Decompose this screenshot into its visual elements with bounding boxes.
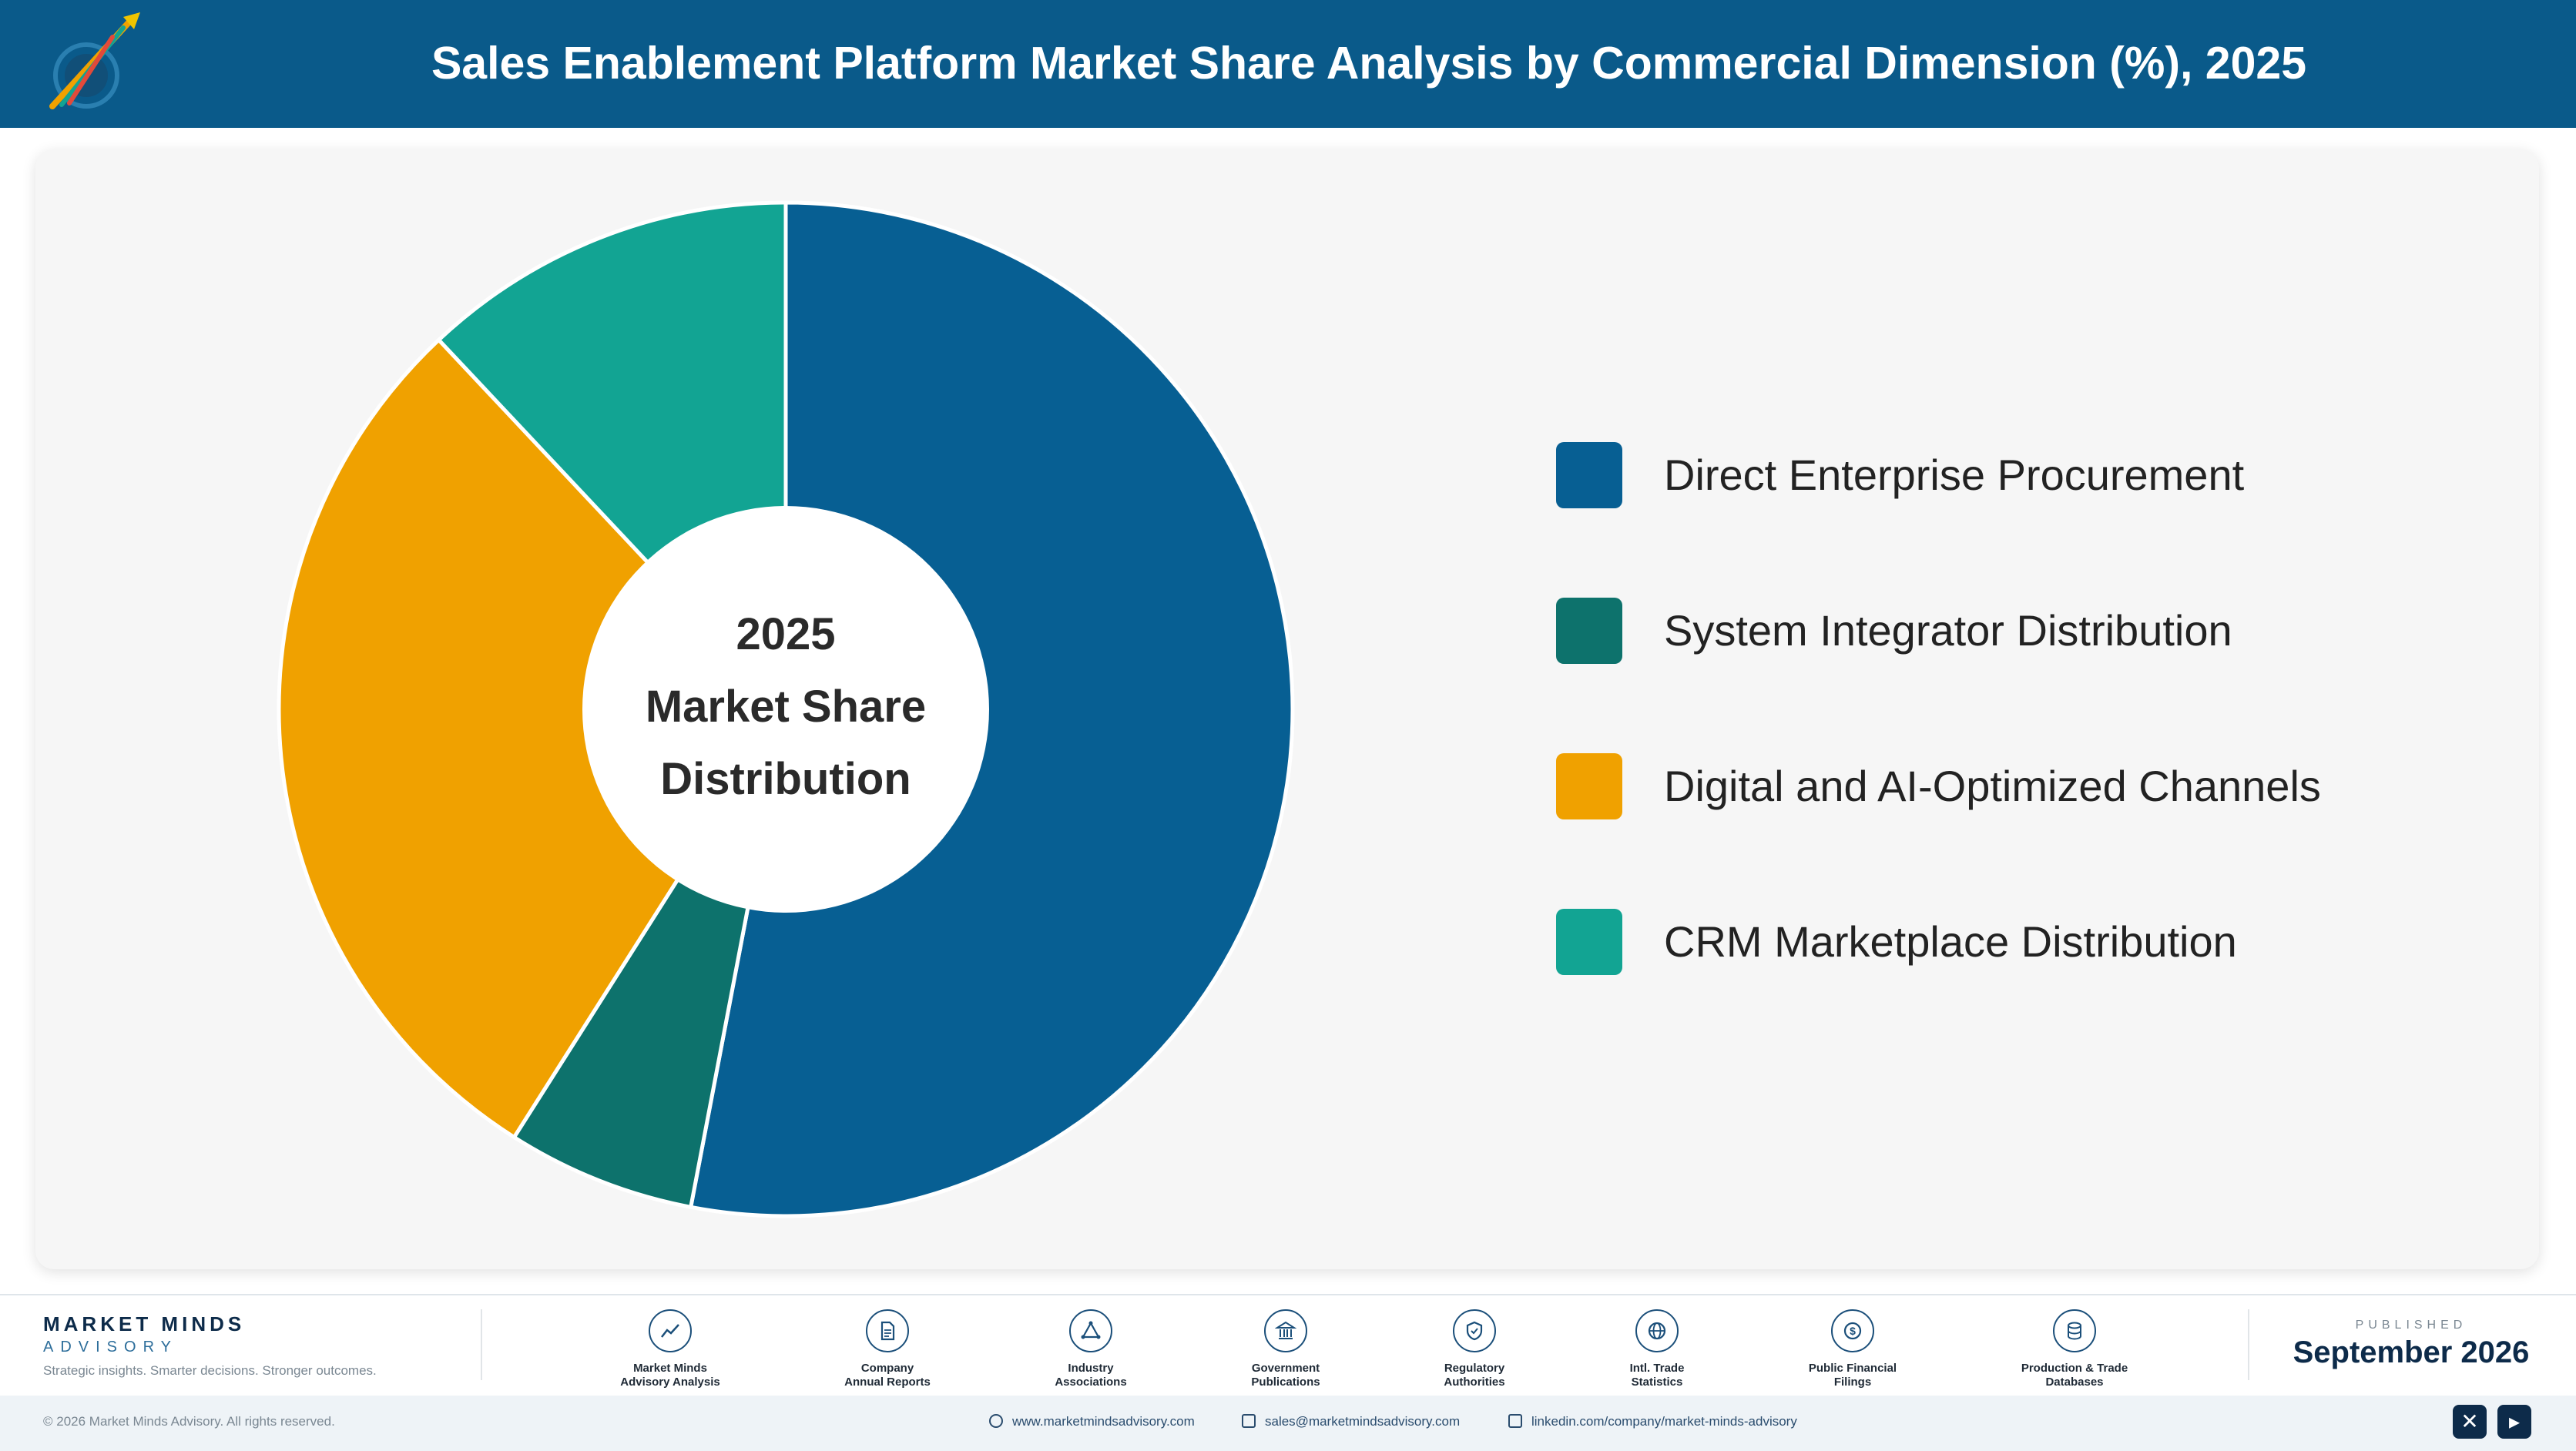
document-icon [866,1309,909,1352]
source-label: Production & Trade Databases [2021,1362,2128,1389]
database-icon [2053,1309,2096,1352]
legend-swatch [1556,442,1622,508]
svg-text:$: $ [1850,1325,1856,1337]
legend-label: CRM Marketplace Distribution [1664,917,2237,966]
source-item: Government Publications [1201,1302,1370,1394]
source-item: Company Annual Reports [803,1302,972,1394]
government-building-icon [1264,1309,1307,1352]
page-title: Sales Enablement Platform Market Share A… [431,38,2307,89]
brand-tagline: Strategic insights. Smarter decisions. S… [43,1363,377,1378]
brand-name: MARKET MINDS [43,1312,246,1335]
source-item: Production & Trade Databases [1990,1302,2159,1394]
legend-item-direct-enterprise-procurement: Direct Enterprise Procurement [1556,439,2403,508]
divider [2248,1309,2249,1380]
network-icon [1069,1309,1112,1352]
chart-line-icon [649,1309,692,1352]
footer-bottom-bar: © 2026 Market Minds Advisory. All rights… [0,1396,2576,1451]
divider [481,1309,482,1380]
legend-label: Direct Enterprise Procurement [1664,451,2245,499]
legend-item-digital-ai-channels: Digital and AI-Optimized Channels [1556,750,2403,819]
dollar-coin-icon: $ [1831,1309,1874,1352]
copyright-text: © 2026 Market Minds Advisory. All rights… [43,1414,335,1429]
legend-swatch [1556,753,1622,819]
footer: MARKET MINDS ADVISORY Strategic insights… [0,1294,2576,1451]
source-item: Market Minds Advisory Analysis [585,1302,755,1394]
linkedin-icon [1508,1414,1522,1428]
linkedin-text: linkedin.com/company/market-minds-adviso… [1531,1414,1797,1429]
chart-card [35,149,2539,1269]
source-item: Industry Associations [1006,1302,1176,1394]
x-social-icon[interactable]: ✕ [2453,1405,2487,1439]
youtube-social-icon[interactable]: ▸ [2497,1405,2531,1439]
website-text: www.marketmindsadvisory.com [1012,1414,1195,1429]
globe-icon [1635,1309,1679,1352]
shield-check-icon [1453,1309,1496,1352]
email-text: sales@marketmindsadvisory.com [1265,1414,1461,1429]
source-label: Company Annual Reports [844,1362,931,1389]
source-label: Regulatory Authorities [1444,1362,1505,1389]
published-date: September 2026 [2293,1335,2530,1369]
source-label: Intl. Trade Statistics [1629,1362,1685,1389]
source-label: Market Minds Advisory Analysis [620,1362,720,1389]
legend-label: Digital and AI-Optimized Channels [1664,762,2321,810]
legend-label: System Integrator Distribution [1664,606,2232,655]
sources-list: Market Minds Advisory Analysis Company A… [555,1302,2128,1394]
email-link[interactable]: sales@marketmindsadvisory.com [1242,1414,1460,1429]
source-item: Regulatory Authorities [1390,1302,1559,1394]
legend-swatch [1556,909,1622,975]
brand-subtitle: ADVISORY [43,1339,178,1355]
source-label: Industry Associations [1055,1362,1127,1389]
website-link[interactable]: www.marketmindsadvisory.com [989,1414,1195,1429]
mail-icon [1242,1414,1256,1428]
legend-item-system-integrator-distribution: System Integrator Distribution [1556,595,2403,664]
company-logo [49,12,140,109]
source-item: $ Public Financial Filings [1768,1302,1937,1394]
source-item: Intl. Trade Statistics [1572,1302,1742,1394]
source-label: Public Financial Filings [1808,1362,1897,1389]
globe-icon [989,1414,1003,1428]
published-label: PUBLISHED [2355,1319,2467,1332]
legend-swatch [1556,598,1622,664]
linkedin-link[interactable]: linkedin.com/company/market-minds-adviso… [1508,1414,1797,1429]
source-label: Government Publications [1251,1362,1320,1389]
header-bar: Sales Enablement Platform Market Share A… [0,0,2576,128]
legend-item-crm-marketplace-distribution: CRM Marketplace Distribution [1556,906,2403,975]
